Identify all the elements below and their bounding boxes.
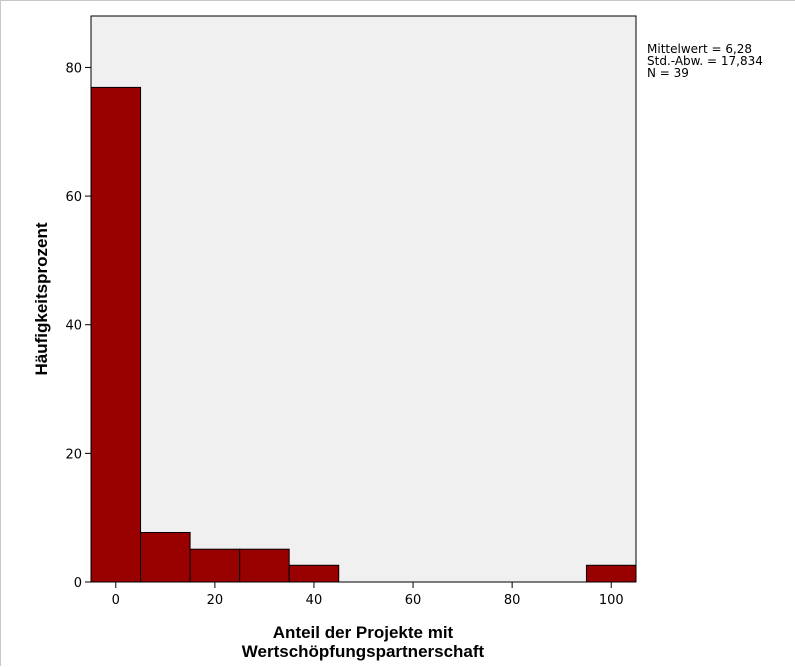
y-tick-label: 80 — [65, 61, 82, 76]
x-tick-label: 20 — [207, 593, 224, 608]
x-tick-label: 100 — [599, 593, 624, 608]
y-axis-ticks: 0 20 40 60 80 — [65, 61, 91, 591]
histogram-bar — [189, 548, 241, 583]
y-tick-label: 60 — [65, 190, 82, 205]
histogram-bar — [288, 564, 340, 583]
y-tick-label: 0 — [74, 576, 82, 591]
histogram-bar — [239, 548, 290, 583]
x-axis-ticks: 0 20 40 60 80 100 — [112, 582, 624, 608]
stat-std-dev: Std.-Abw. = 17,834 — [647, 54, 763, 68]
x-tick-label: 80 — [504, 593, 521, 608]
stat-n: N = 39 — [647, 66, 689, 80]
x-tick-label: 40 — [306, 593, 323, 608]
histogram-bar — [140, 531, 191, 583]
stat-mean: Mittelwert = 6,28 — [647, 42, 753, 56]
x-axis-title-line1: Anteil der Projekte mit — [273, 623, 454, 642]
x-tick-label: 0 — [112, 593, 120, 608]
plot-area — [90, 15, 637, 583]
histogram-bar — [585, 564, 637, 583]
histogram-bars — [90, 86, 637, 583]
x-axis-title-line2: Wertschöpfungspartnerschaft — [242, 642, 485, 661]
statistics-box: Mittelwert = 6,28 Std.-Abw. = 17,834 N =… — [647, 43, 763, 79]
y-axis-title: Häufigkeitsprozent — [32, 222, 51, 375]
x-tick-label: 60 — [405, 593, 422, 608]
y-tick-label: 40 — [65, 319, 82, 334]
histogram-bar — [90, 86, 142, 583]
y-tick-label: 20 — [65, 447, 82, 462]
